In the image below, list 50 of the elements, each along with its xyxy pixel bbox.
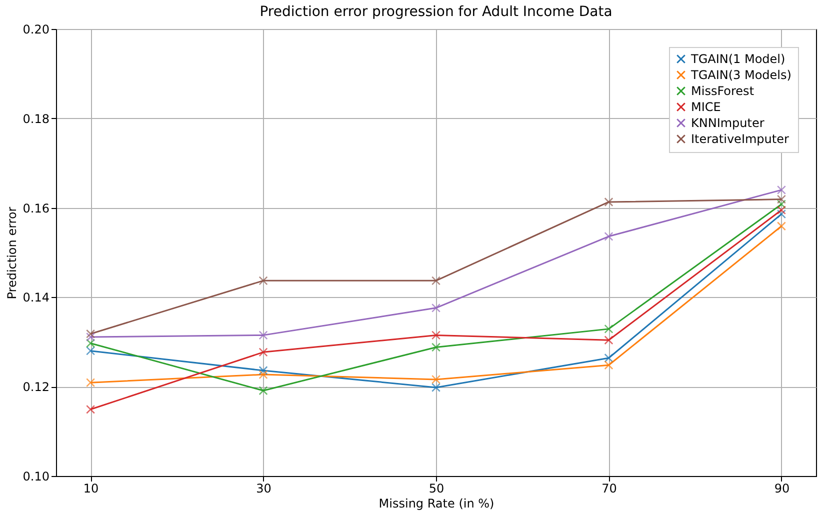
point bbox=[431, 330, 441, 340]
point bbox=[86, 332, 96, 342]
x-tick-label: 30 bbox=[256, 482, 272, 496]
point bbox=[258, 330, 268, 340]
y-tick-label: 0.16 bbox=[22, 201, 50, 216]
y-tick-label: 0.12 bbox=[22, 380, 50, 394]
y-tick-label: 0.20 bbox=[22, 22, 50, 36]
x-tick-label: 50 bbox=[428, 482, 444, 496]
point bbox=[604, 360, 614, 370]
point bbox=[604, 336, 614, 345]
point bbox=[776, 210, 786, 219]
x-tick-label: 90 bbox=[774, 482, 790, 496]
point bbox=[431, 303, 441, 312]
point bbox=[86, 378, 96, 388]
x-tick-label: 10 bbox=[83, 482, 99, 496]
point bbox=[86, 338, 96, 348]
legend-label: TGAIN(1 Model) bbox=[690, 52, 786, 66]
point bbox=[431, 276, 441, 286]
point bbox=[258, 370, 268, 380]
point bbox=[776, 222, 786, 231]
legend-label: IterativeImputer bbox=[691, 132, 789, 146]
point bbox=[776, 185, 786, 194]
x-axis-title: Missing Rate (in %) bbox=[378, 496, 494, 510]
y-tick-label: 0.14 bbox=[22, 290, 50, 305]
point bbox=[86, 329, 96, 338]
point bbox=[604, 353, 614, 363]
point bbox=[258, 276, 268, 286]
point bbox=[258, 348, 268, 357]
point bbox=[86, 346, 96, 356]
point bbox=[258, 386, 268, 396]
chart-title: Prediction error progression for Adult Income Data bbox=[260, 4, 612, 20]
y-axis-title: Prediction error bbox=[4, 206, 19, 300]
point bbox=[431, 342, 441, 352]
legend-label: KNNImputer bbox=[691, 116, 764, 130]
point bbox=[431, 374, 441, 384]
y-tick-label: 0.18 bbox=[22, 112, 50, 126]
point bbox=[776, 194, 786, 204]
legend-label: MICE bbox=[691, 100, 721, 114]
point bbox=[604, 324, 614, 334]
point bbox=[431, 382, 441, 392]
point bbox=[776, 206, 786, 215]
legend-label: MissForest bbox=[691, 84, 754, 98]
x-tick-label: 70 bbox=[602, 482, 617, 496]
point bbox=[86, 404, 96, 414]
point bbox=[258, 366, 268, 376]
legend-label: TGAIN(3 Models) bbox=[690, 68, 792, 82]
point bbox=[604, 197, 614, 207]
point bbox=[604, 232, 614, 241]
point bbox=[776, 200, 786, 209]
y-tick-label: 0.10 bbox=[22, 470, 50, 484]
